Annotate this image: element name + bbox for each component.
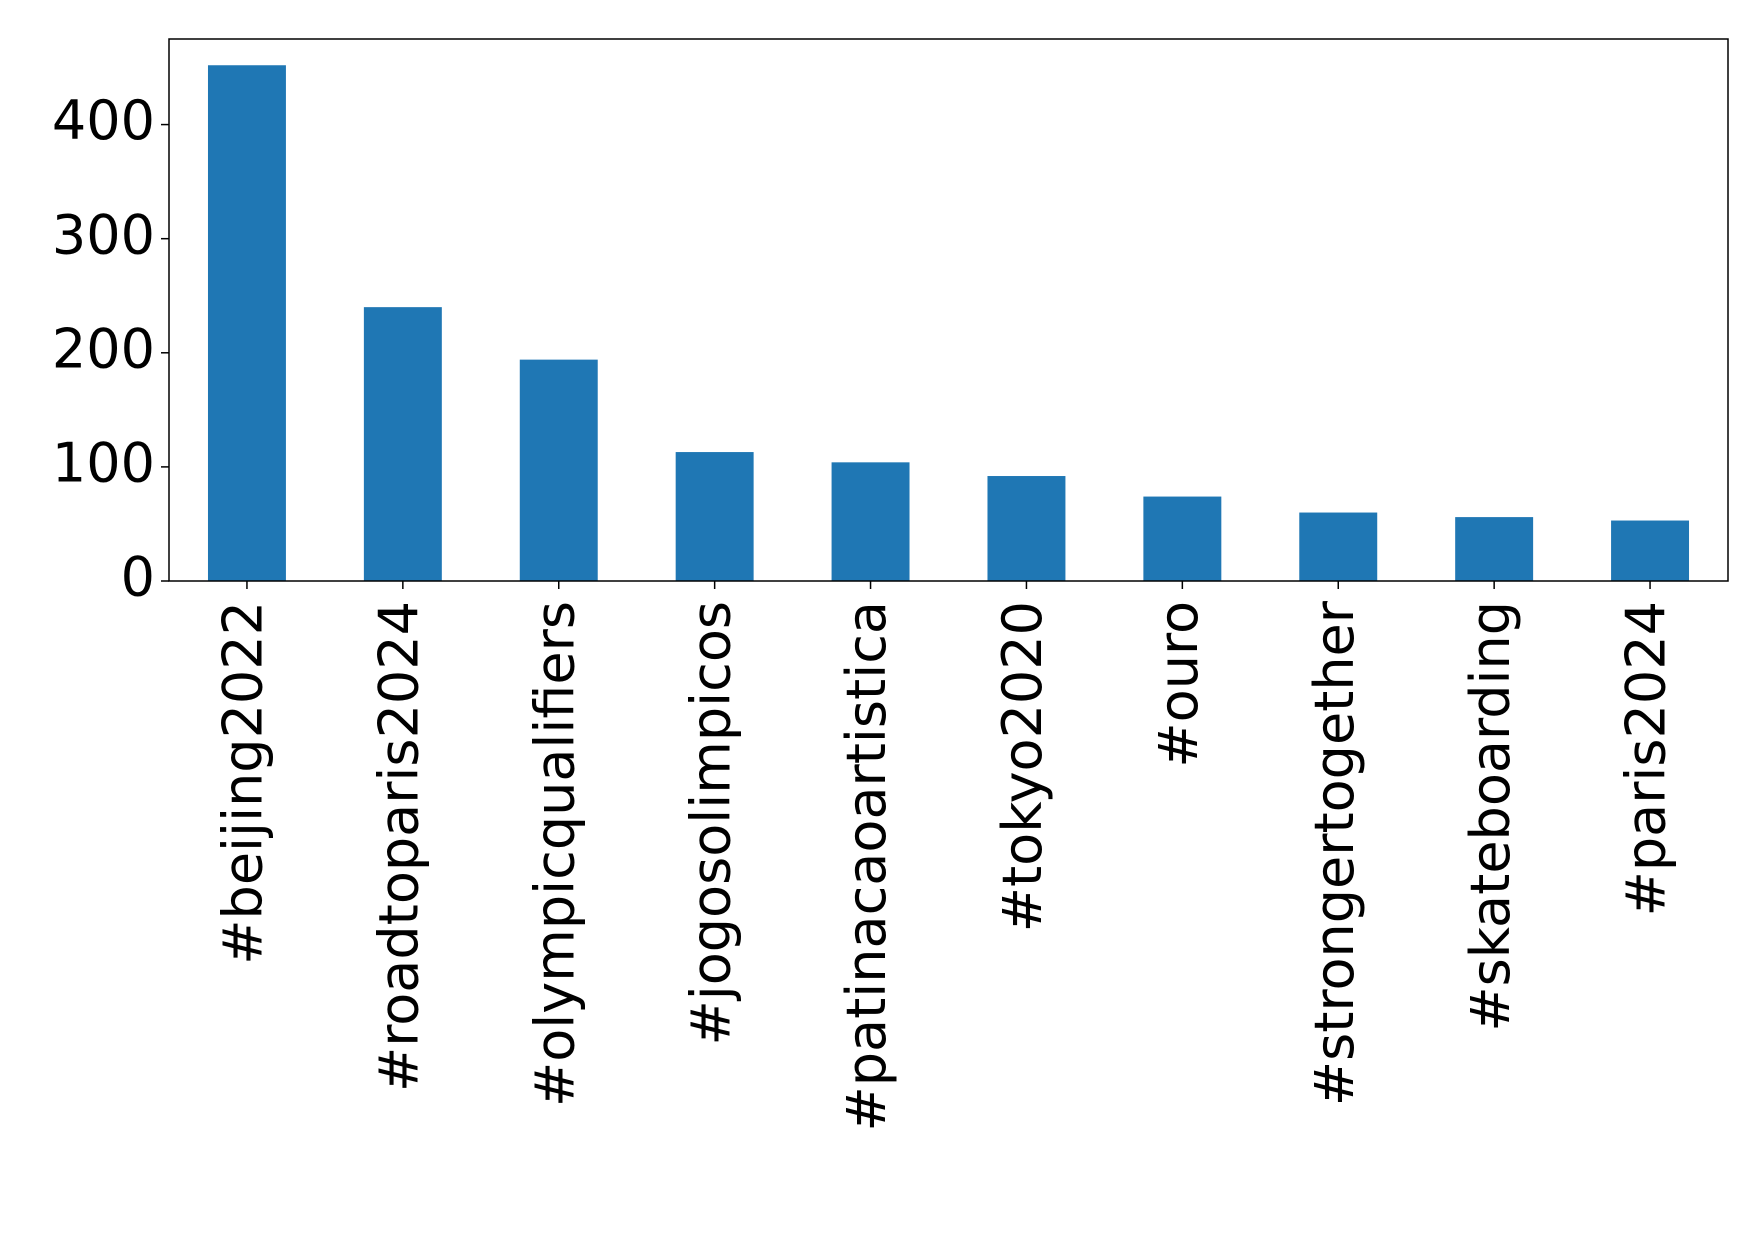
bar — [1299, 512, 1378, 581]
x-tick-label: #strongertogether — [1303, 600, 1366, 1106]
bar — [1611, 520, 1690, 581]
bar — [987, 476, 1066, 581]
y-tick-label: 200 — [52, 317, 155, 380]
y-tick-label: 400 — [52, 89, 155, 152]
x-tick-label: #ouro — [1147, 601, 1210, 768]
bar — [207, 65, 286, 582]
y-tick-label: 0 — [121, 546, 155, 609]
bar — [363, 307, 442, 581]
x-tick-label: #roadtoparis2024 — [367, 601, 430, 1092]
x-tick-label: #beijing2022 — [212, 601, 275, 965]
x-tick-label: #olympicqualifiers — [523, 601, 586, 1107]
x-tick-label: #paris2024 — [1615, 601, 1678, 916]
bar — [1455, 517, 1534, 581]
x-tick-label: #tokyo2020 — [991, 601, 1054, 932]
y-tick-label: 100 — [52, 432, 155, 495]
x-tick-label: #jogosolimpicos — [679, 601, 742, 1046]
bar — [675, 452, 754, 581]
bar — [519, 359, 598, 581]
x-tick-label: #patinacaoartistica — [835, 601, 898, 1131]
bar — [831, 462, 910, 581]
y-tick-label: 300 — [52, 203, 155, 266]
x-tick-label: #skateboarding — [1459, 601, 1522, 1032]
bar — [1143, 496, 1222, 581]
plot-frame — [168, 38, 1729, 582]
